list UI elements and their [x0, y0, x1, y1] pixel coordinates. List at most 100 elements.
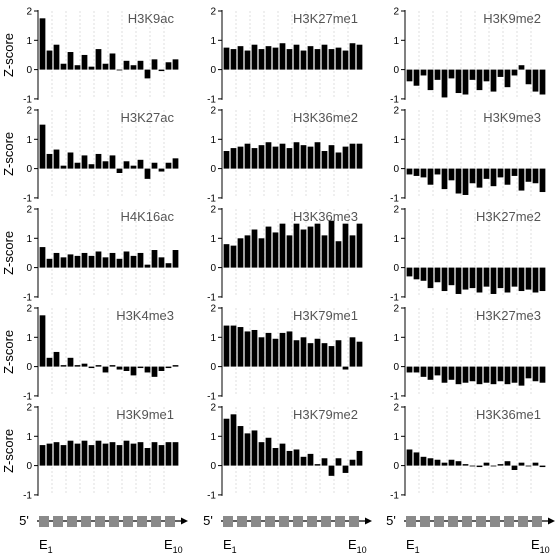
bar [532, 267, 539, 293]
bar [81, 440, 88, 466]
bar [314, 223, 321, 268]
bar [251, 44, 258, 70]
bar [251, 229, 258, 268]
bar [356, 450, 363, 466]
bar [39, 18, 46, 70]
bar [406, 267, 413, 277]
y-tick-label: 1 [210, 36, 216, 47]
bar [525, 168, 532, 182]
y-tick-label: 1 [393, 432, 399, 443]
exon-first-label: E1 [406, 537, 420, 555]
bar [46, 357, 53, 367]
bar [144, 264, 151, 268]
bar [165, 62, 172, 70]
bar [420, 366, 427, 377]
y-tick-label: -1 [207, 391, 216, 402]
bar [539, 168, 546, 193]
y-tick-label: 0 [26, 164, 32, 175]
y-tick-label: -1 [23, 490, 32, 501]
bar [427, 366, 434, 380]
five-prime-label: 5' [19, 513, 29, 528]
bar [539, 465, 546, 468]
bar [525, 366, 532, 379]
bar [469, 267, 476, 289]
exon-track-3: 5'E1 E10 [386, 513, 555, 555]
y-tick-label: -1 [23, 391, 32, 402]
bar [265, 226, 272, 268]
bar [532, 366, 539, 382]
bar [497, 69, 504, 77]
panel-title: H3K36me3 [293, 209, 358, 224]
panel-title: H3K36me1 [476, 407, 541, 422]
panel-title: H4K16ac [121, 209, 175, 224]
bar [39, 124, 46, 169]
bar [441, 69, 448, 98]
bar [532, 168, 539, 184]
bar [237, 46, 244, 70]
exon-box [321, 516, 331, 527]
y-tick-label: -1 [390, 391, 399, 402]
bar [244, 433, 251, 466]
y-tick-label: 0 [393, 164, 399, 175]
exon-box [67, 516, 77, 527]
bar [469, 69, 476, 80]
bar [258, 145, 265, 169]
y-tick-label: 2 [210, 205, 216, 216]
bar [342, 50, 349, 70]
bar [441, 366, 448, 383]
exon-box [448, 516, 458, 527]
exon-box [293, 516, 303, 527]
y-tick-label: 2 [393, 205, 399, 216]
y-tick-label: -1 [390, 490, 399, 501]
bar [95, 440, 102, 466]
bar [95, 251, 102, 268]
bar [469, 168, 476, 184]
exon-first-base: E [39, 537, 48, 552]
bar [116, 445, 123, 466]
bar [420, 69, 427, 76]
bar [504, 69, 511, 88]
exon-box [165, 516, 175, 527]
bar [237, 238, 244, 268]
bar [349, 459, 356, 466]
exon-last-base: E [164, 537, 173, 552]
bar [258, 337, 265, 367]
bar [151, 442, 158, 466]
bar [420, 168, 427, 178]
bar [314, 49, 321, 70]
bar [53, 44, 60, 70]
bar [172, 59, 179, 70]
bar [272, 47, 279, 70]
bar [172, 442, 179, 466]
panel-title: H3K9me3 [483, 110, 541, 125]
exon-box [137, 516, 147, 527]
exon-box [434, 516, 444, 527]
bar [462, 267, 469, 290]
bar [165, 263, 172, 268]
bar [39, 445, 46, 466]
bar [53, 351, 60, 367]
bar [300, 50, 307, 70]
y-tick-label: -1 [207, 193, 216, 204]
bar [406, 449, 413, 466]
bar [272, 146, 279, 169]
bar [137, 366, 144, 369]
bar [335, 458, 342, 466]
y-tick-label: 2 [393, 106, 399, 117]
panel-title: H3K79me1 [293, 308, 358, 323]
bar [427, 69, 434, 91]
y-tick-label: -1 [207, 292, 216, 303]
y-tick-label: 2 [210, 403, 216, 414]
exon-first-sub: 1 [415, 545, 420, 555]
bar [265, 46, 272, 70]
bar [462, 366, 469, 383]
bar [67, 440, 74, 466]
bar [518, 65, 525, 70]
bar [279, 43, 286, 70]
bar [286, 331, 293, 367]
y-tick-label: 1 [393, 36, 399, 47]
bar [469, 465, 476, 467]
bar [251, 430, 258, 466]
bar [102, 366, 109, 373]
bar [88, 445, 95, 466]
